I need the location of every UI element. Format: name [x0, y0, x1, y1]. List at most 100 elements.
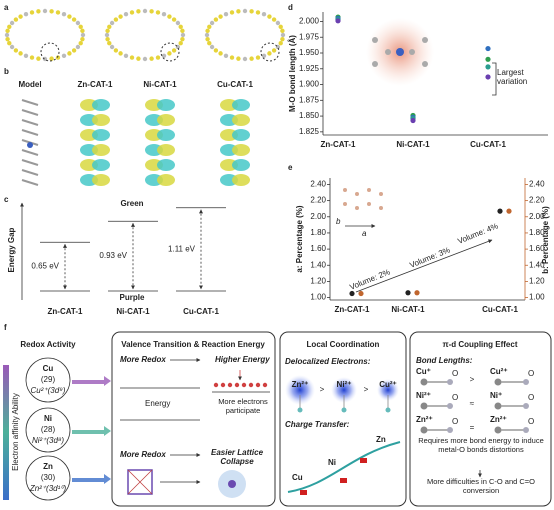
orbital [232, 159, 250, 171]
atom [75, 44, 81, 50]
element-symbol: Zn [43, 462, 53, 471]
x-tick-label: Zn-CAT-1 [335, 305, 371, 314]
y-tick-label: 2.000 [299, 17, 320, 26]
atom [372, 37, 378, 43]
atom [23, 53, 29, 58]
atom [71, 17, 77, 22]
column-label: Ni-CAT-1 [143, 80, 177, 89]
y2-axis-label: b: Percentage (%) [541, 206, 550, 274]
molecule [340, 478, 347, 483]
atom [29, 55, 35, 60]
atom [422, 37, 428, 43]
atom [13, 17, 19, 22]
electron [262, 382, 268, 388]
section-title: π-d Coupling Effect [442, 340, 517, 349]
y2-tick-label: 1.20 [529, 277, 545, 286]
annotation-box: Largest variation [497, 68, 527, 86]
atom [180, 28, 185, 34]
atom [271, 17, 277, 22]
oxygen [341, 407, 347, 413]
metal [228, 480, 236, 488]
y-tick-label: 2.00 [310, 212, 326, 221]
comparator: > [364, 385, 369, 394]
atom [367, 188, 371, 192]
ion: Ni⁺ [490, 391, 502, 400]
y-axis-label: Energy Gap [7, 227, 16, 272]
label-box: Easier Lattice Collapse [210, 448, 264, 467]
electron [227, 382, 233, 388]
orbital [92, 129, 110, 141]
panel-label: b [4, 67, 9, 76]
y-tick-label: 1.60 [310, 244, 326, 253]
panel-label: c [4, 195, 9, 204]
atom [213, 17, 219, 22]
bond [21, 119, 39, 126]
x-tick-label: Ni-CAT-1 [391, 305, 425, 314]
atom [18, 14, 23, 19]
x-tick-label: Cu-CAT-1 [183, 307, 219, 316]
element-symbol: Ni [44, 414, 52, 423]
atom [123, 53, 129, 58]
atom [142, 8, 148, 14]
atom [207, 24, 212, 29]
label: Bond Lengths: [416, 356, 473, 365]
electron-cloud [285, 375, 315, 405]
label: Delocalized Electrons: [285, 357, 371, 366]
atom [36, 9, 41, 14]
atom [249, 9, 254, 14]
point [410, 117, 416, 124]
orbital [92, 144, 110, 156]
electron [248, 382, 254, 388]
column-label: Model [18, 80, 41, 89]
metal [420, 426, 428, 434]
atom [71, 48, 77, 53]
comparator: ≈ [470, 399, 475, 408]
atom [280, 32, 286, 38]
oxygen [523, 427, 529, 433]
atom [209, 44, 215, 50]
point [414, 290, 420, 296]
column-label: Cu-CAT-1 [217, 80, 253, 89]
lattice-bond [127, 469, 153, 495]
y-tick-label: 1.40 [310, 260, 326, 269]
molecule [360, 458, 367, 463]
y-tick-label: 1.925 [299, 64, 320, 73]
bond [21, 169, 39, 176]
panel-label: e [288, 163, 293, 172]
atom [109, 44, 115, 50]
atom [80, 28, 85, 34]
atom [67, 14, 72, 19]
atom [379, 192, 383, 196]
x-tick-label: Cu-CAT-1 [482, 305, 518, 314]
label: Easier Lattice Collapse [210, 448, 264, 467]
atom [67, 51, 72, 56]
section-title: Local Coordination [307, 340, 380, 349]
comparator: > [470, 375, 475, 384]
atom [271, 48, 277, 53]
bracket [492, 62, 497, 96]
orbital [157, 159, 175, 171]
atom-label: O [452, 393, 458, 402]
point [405, 290, 411, 296]
atom-label: O [528, 369, 534, 378]
bond [21, 179, 39, 186]
atom [49, 56, 54, 61]
conclusion: More difficulties in C-O and C=O convers… [426, 478, 536, 495]
label: Higher Energy [215, 355, 270, 364]
comparator: > [320, 385, 325, 394]
atom [178, 41, 183, 46]
atom [261, 12, 267, 17]
point [485, 74, 491, 80]
atom [255, 10, 261, 15]
atom [107, 24, 112, 29]
orbital [232, 129, 250, 141]
atom [42, 56, 48, 62]
y2-tick-label: 2.00 [529, 212, 545, 221]
point [485, 64, 491, 70]
label: More Redox [120, 355, 166, 364]
trend-arrow [355, 239, 493, 293]
element-symbol: Cu [43, 364, 54, 373]
oxygen [447, 427, 453, 433]
y-tick-label: 1.975 [299, 32, 320, 41]
atom [107, 41, 112, 46]
